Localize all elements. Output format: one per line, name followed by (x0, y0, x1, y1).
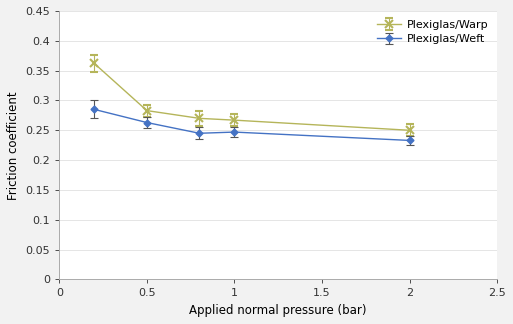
Y-axis label: Friction coefficient: Friction coefficient (7, 91, 20, 200)
X-axis label: Applied normal pressure (bar): Applied normal pressure (bar) (189, 304, 367, 317)
Legend: Plexiglas/Warp, Plexiglas/Weft: Plexiglas/Warp, Plexiglas/Weft (373, 17, 491, 48)
